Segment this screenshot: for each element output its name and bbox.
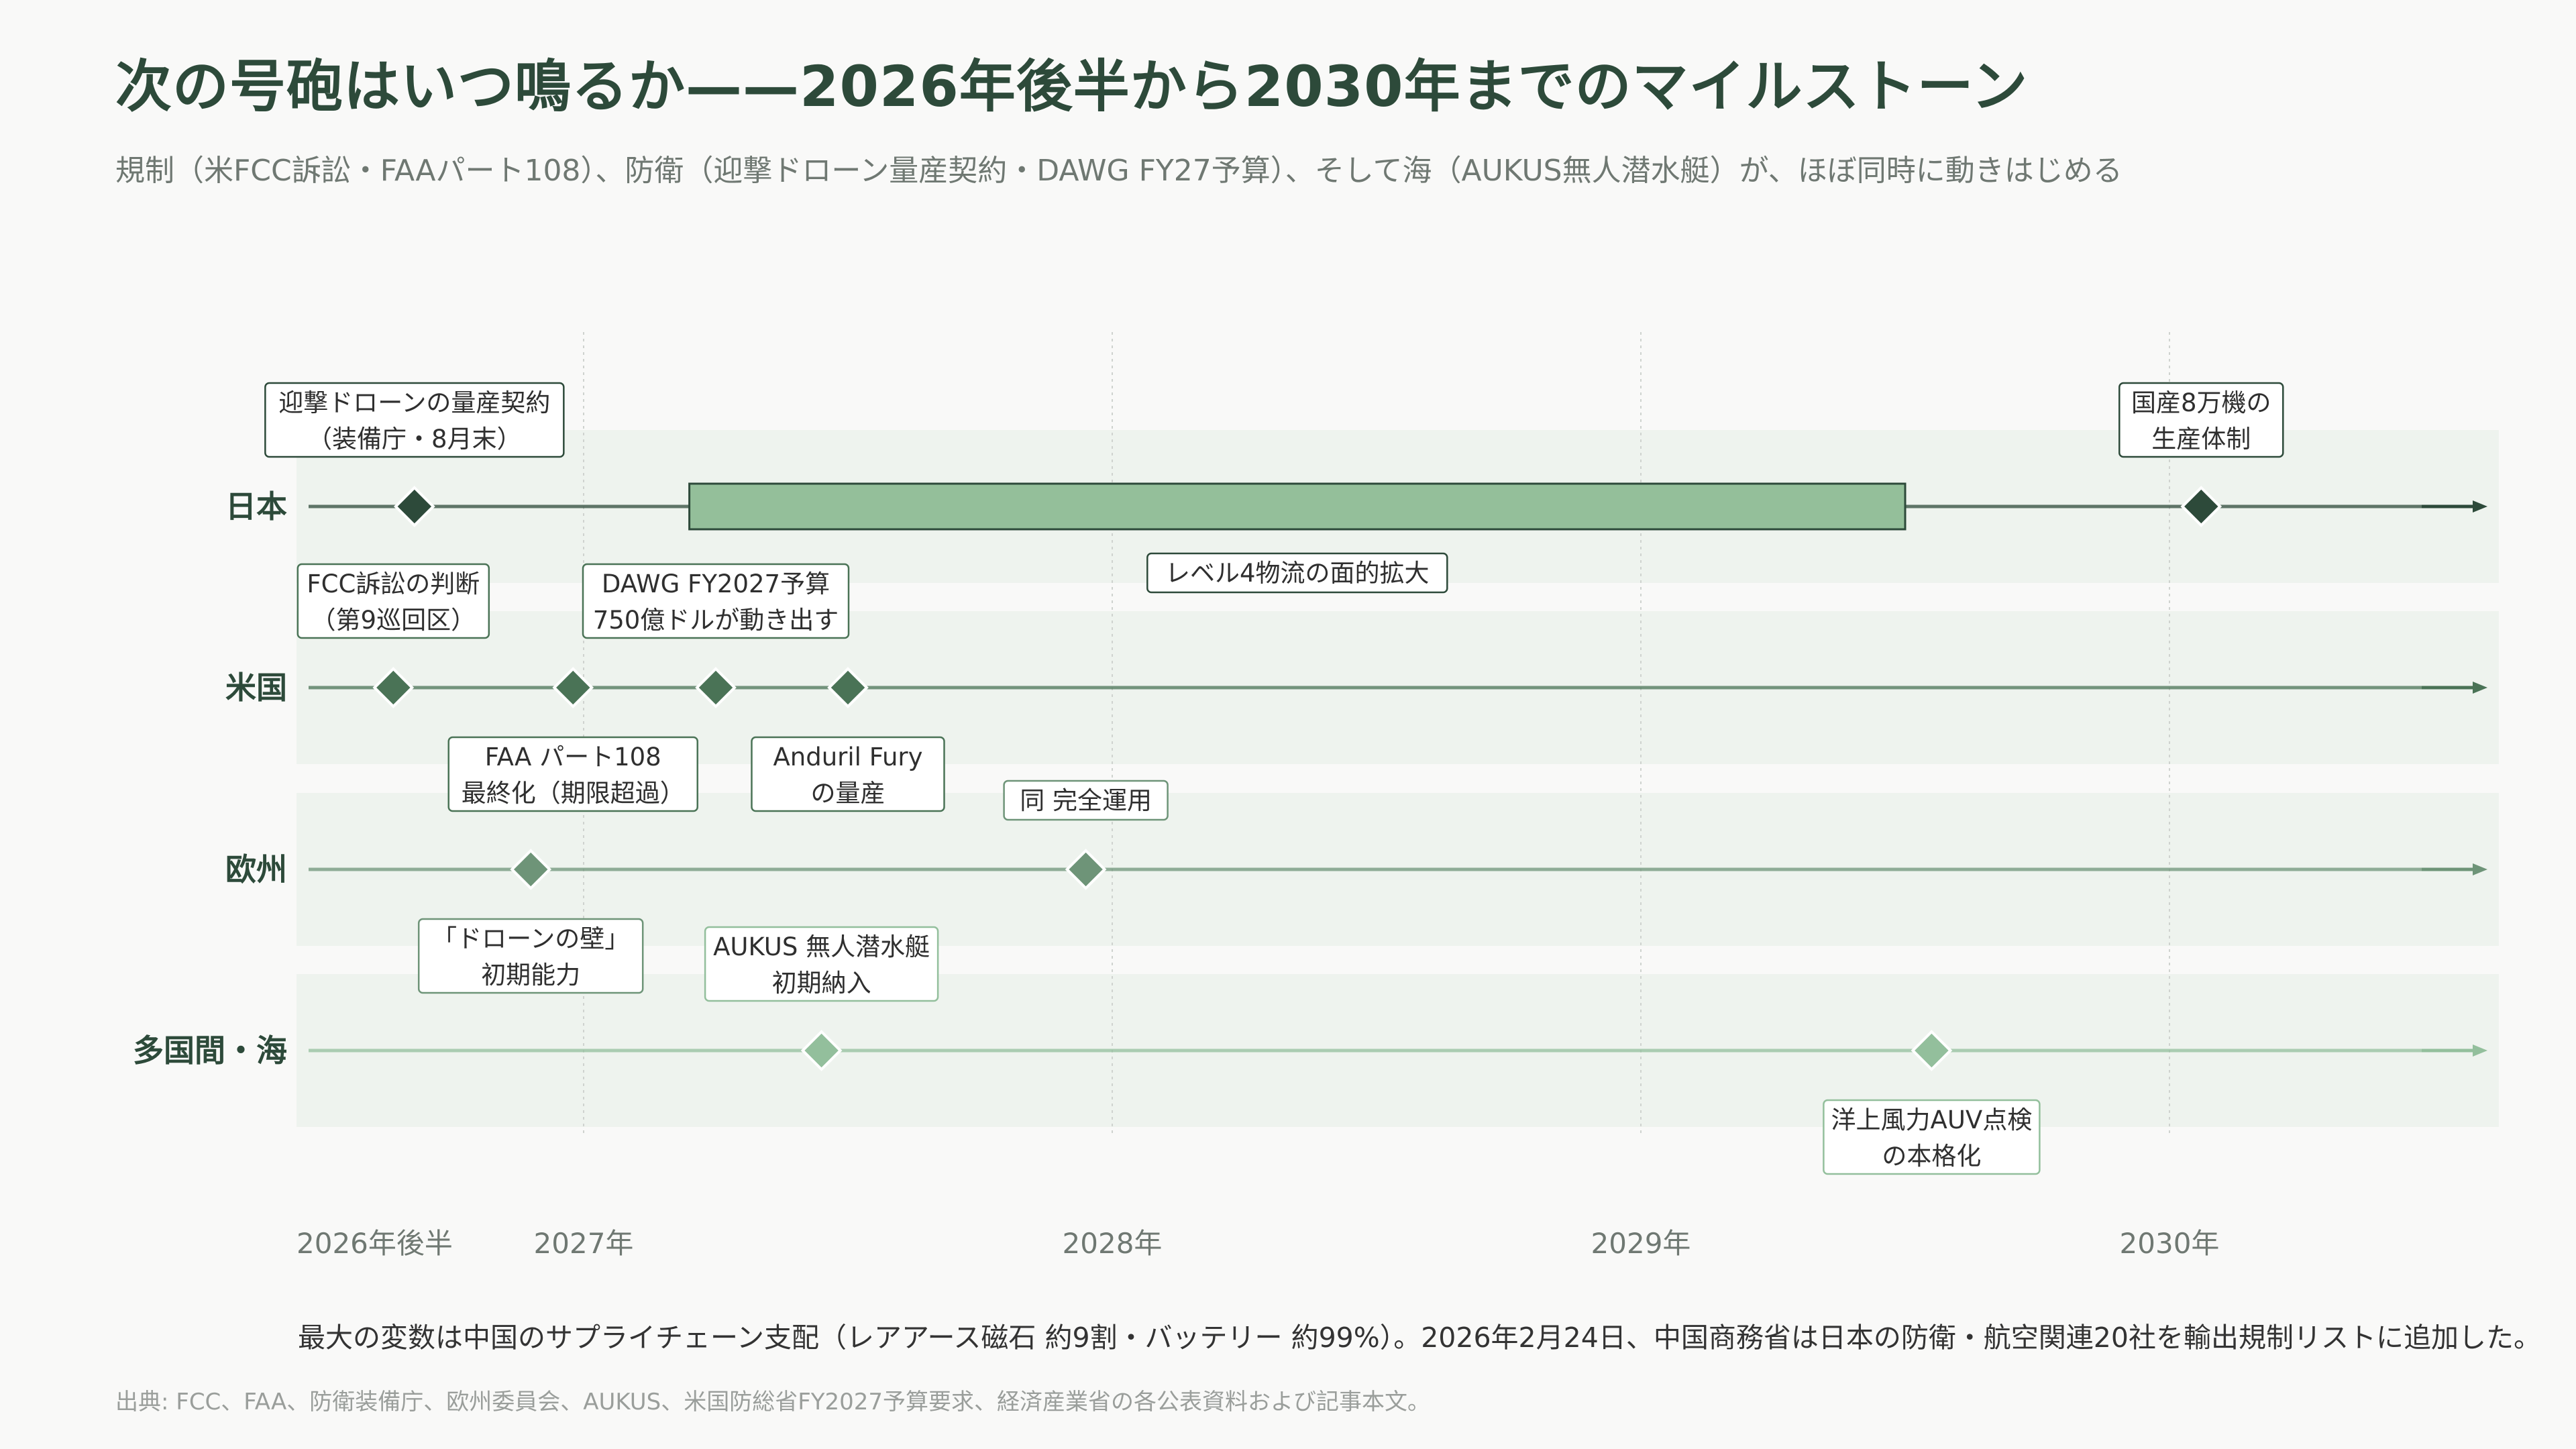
annotation-text: FCC訴訟の判断 — [307, 570, 480, 598]
row-label: 欧州 — [225, 851, 287, 888]
annotation: 同 完全運用 — [1003, 780, 1169, 821]
annotation-text: レベル4物流の面的拡大 — [1165, 559, 1430, 588]
annotation-box — [297, 563, 490, 639]
annotation-text: 「ドローンの壁」 — [432, 924, 629, 953]
annotation-text: 同 完全運用 — [1020, 786, 1152, 815]
milestone-marker — [552, 667, 594, 708]
annotation-box — [1003, 780, 1169, 821]
annotation-text: 初期納入 — [772, 969, 871, 998]
annotation-box — [264, 382, 565, 458]
source-note: 出典: FCC、FAA、防衛装備庁、欧州委員会、AUKUS、米国防総省FY202… — [115, 1389, 1431, 1415]
annotation-text: の本格化 — [1882, 1142, 1981, 1171]
footnote: 最大の変数は中国のサプライチェーン支配（レアアース磁石 約9割・バッテリー 約9… — [298, 1322, 2541, 1354]
annotation-text: AUKUS 無人潜水艇 — [713, 932, 930, 961]
annotation-text: 国産8万機の — [2131, 388, 2271, 417]
x-tick-label: 2026年後半 — [297, 1227, 453, 1260]
annotation-text: 生産体制 — [2151, 425, 2251, 453]
annotation: FAA パート108 最終化（期限超過） — [447, 736, 698, 812]
x-axis-ticks: 2026年後半 2027年 2028年 2029年 2030年 — [297, 1227, 2219, 1260]
range-bar — [688, 482, 1907, 531]
row-arrowhead — [2473, 500, 2487, 513]
range-annotation: レベル4物流の面的拡大 — [1146, 552, 1448, 594]
annotation-box — [704, 926, 939, 1002]
milestone-marker — [1911, 1030, 1953, 1071]
annotation-text: 750億ドルが動き出す — [593, 606, 839, 635]
annotation-text: 洋上風力AUV点検 — [1831, 1106, 2033, 1134]
page-title: 次の号砲はいつ鳴るか——2026年後半から2030年までのマイルストーン — [115, 54, 2029, 119]
annotation-text: Anduril Fury — [773, 743, 922, 771]
row-arrowhead — [2473, 863, 2487, 875]
annotation-box — [417, 918, 644, 994]
row-arrowhead — [2473, 1044, 2487, 1057]
annotation-box — [447, 736, 698, 812]
milestone-marker — [800, 1030, 843, 1071]
annotations: レベル4物流の面的拡大 迎撃ドローンの量産契約 （装備庁・8月末） 国産8万機の生産体… — [264, 382, 2284, 1175]
milestone-marker — [372, 667, 415, 708]
x-tick-label: 2028年 — [1063, 1227, 1163, 1260]
x-tick-label: 2030年 — [2120, 1227, 2220, 1260]
annotation-box — [1146, 552, 1448, 594]
milestone-marker — [510, 849, 552, 890]
annotation: 迎撃ドローンの量産契約 （装備庁・8月末） — [264, 382, 565, 458]
annotation: Anduril Fury の量産 — [751, 736, 945, 812]
row-label: 多国間・海 — [133, 1032, 287, 1069]
milestone-markers — [372, 486, 2222, 1071]
annotation-text: FAA パート108 — [485, 743, 661, 771]
milestone-marker — [394, 486, 435, 527]
annotation-text: （装備庁・8月末） — [307, 425, 522, 453]
row-lines — [309, 500, 2487, 1057]
annotation-text: 最終化（期限超過） — [462, 779, 685, 808]
annotation-box — [582, 563, 850, 639]
annotation-box — [2118, 382, 2284, 458]
milestone-marker — [1065, 849, 1107, 890]
annotation: 「ドローンの壁」初期能力 — [417, 918, 644, 994]
annotation-box — [1823, 1099, 2041, 1175]
row-label: 日本 — [225, 488, 287, 525]
annotation-box — [751, 736, 945, 812]
annotation-text: 初期能力 — [481, 961, 580, 989]
milestone-marker — [695, 667, 737, 708]
annotation: FCC訴訟の判断 （第9巡回区） — [297, 563, 490, 639]
annotation-text: の量産 — [811, 779, 885, 808]
annotation: DAWG FY2027予算 750億ドルが動き出す — [582, 563, 850, 639]
annotation-text: 迎撃ドローンの量産契約 — [278, 388, 550, 417]
x-tick-label: 2029年 — [1591, 1227, 1691, 1260]
x-tick-label: 2027年 — [534, 1227, 634, 1260]
milestone-marker — [827, 667, 869, 708]
row-label: 米国 — [225, 669, 287, 706]
row-arrowhead — [2473, 682, 2487, 694]
milestone-marker — [2180, 486, 2222, 527]
annotation-text: （第9巡回区） — [311, 606, 476, 635]
page-subtitle: 規制（米FCC訴訟・FAAパート108）、防衛（迎撃ドローン量産契約・DAWG … — [115, 154, 2123, 188]
annotation-text: DAWG FY2027予算 — [602, 570, 830, 598]
range-bars — [688, 482, 1907, 531]
